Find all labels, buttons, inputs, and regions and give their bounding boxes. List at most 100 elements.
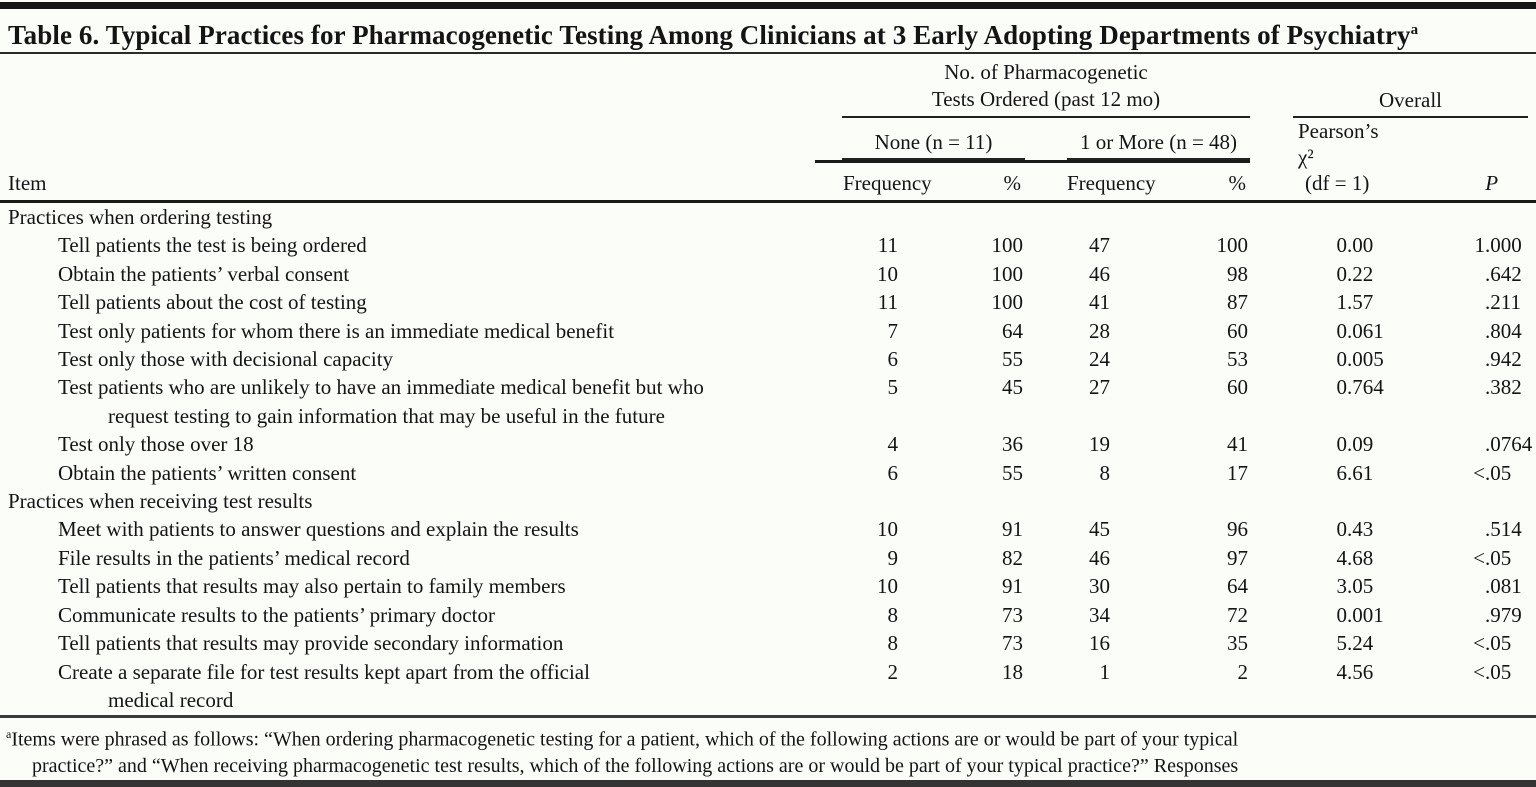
table-row: File results in the patients’ medical re… — [0, 544, 1536, 572]
frequency-more-column-header: Frequency — [1025, 161, 1160, 203]
chi-square-cell: 3.05 — [1336, 574, 1374, 599]
chi-square-cell: 0.005 — [1336, 347, 1384, 372]
item-cell: Tell patients that results may also pert… — [0, 572, 815, 600]
p-value-cell: .0764 — [1485, 432, 1533, 457]
pct-more-cell: 72 — [1227, 602, 1248, 627]
freq-none-cell: 10 — [877, 574, 898, 599]
pct-none-cell: 64 — [1002, 318, 1023, 343]
item-text: Test only those over 18 — [58, 432, 254, 457]
table-row: Tell patients about the cost of testing … — [0, 288, 1536, 316]
item-cell: Practices when receiving test results — [0, 487, 815, 515]
one-or-more-subgroup-header: 1 or More (n = 48) — [1025, 118, 1250, 164]
freq-more-cell: 27 — [1089, 375, 1110, 400]
freq-none-cell: 9 — [887, 545, 899, 570]
pct-more-cell: 96 — [1227, 517, 1248, 542]
chi-square-cell: 5.24 — [1336, 631, 1374, 656]
header-group-row: Item No. of Pharmacogenetic Tests Ordere… — [0, 54, 1536, 203]
pct-more-cell: 97 — [1227, 545, 1248, 570]
freq-none-cell: 8 — [887, 602, 899, 627]
bottom-rule — [0, 780, 1536, 787]
freq-more-cell: 1 — [1099, 659, 1111, 684]
table-row: Tell patients that results may also pert… — [0, 572, 1536, 600]
item-text: Test only those with decisional capacity — [58, 347, 394, 372]
pct-more-cell: 60 — [1227, 375, 1248, 400]
pct-more-cell — [1160, 487, 1250, 515]
p-value-cell: <.05 — [1473, 460, 1512, 485]
item-text: File results in the patients’ medical re… — [58, 545, 410, 570]
pct-more-cell: 17 — [1227, 460, 1248, 485]
none-subgroup-header: None (n = 11) — [815, 118, 1025, 164]
item-cell: Tell patients the test is being ordered — [0, 231, 815, 259]
p-value-cell: <.05 — [1473, 659, 1512, 684]
freq-none-cell — [815, 487, 950, 515]
pharmacogenetic-practices-table: Item No. of Pharmacogenetic Tests Ordere… — [0, 54, 1536, 714]
p-value-cell: <.05 — [1473, 631, 1512, 656]
item-text: Obtain the patients’ written consent — [58, 460, 357, 485]
freq-more-cell: 47 — [1089, 233, 1110, 258]
item-text: Tell patients the test is being ordered — [58, 233, 367, 258]
percent-more-column-header: % — [1160, 161, 1250, 203]
pct-none-cell: 73 — [1002, 602, 1023, 627]
item-text: Test patients who are unlikely to have a… — [58, 375, 704, 400]
pct-none-cell — [950, 487, 1025, 515]
pct-more-cell: 87 — [1227, 290, 1248, 315]
table-row: Test only those with decisional capacity… — [0, 345, 1536, 373]
pct-none-cell — [950, 202, 1025, 232]
chi-square-cell: 0.764 — [1336, 375, 1384, 400]
item-cell: Obtain the patients’ written consent — [0, 459, 815, 487]
table-row: Obtain the patients’ written consent 6 5… — [0, 459, 1536, 487]
freq-none-cell: 11 — [877, 290, 898, 315]
chi-square-cell: 0.43 — [1336, 517, 1374, 542]
table-row: Practices when receiving test results — [0, 487, 1536, 515]
table-title-text: Table 6. Typical Practices for Pharmacog… — [8, 20, 1411, 50]
p-value-cell: .942 — [1485, 347, 1522, 372]
chi-square-cell — [1250, 487, 1395, 515]
chi-square-cell: 1.57 — [1336, 290, 1374, 315]
freq-more-cell: 16 — [1089, 631, 1110, 656]
p-value-cell: .804 — [1485, 318, 1522, 343]
table-row: Communicate results to the patients’ pri… — [0, 601, 1536, 629]
pct-more-cell: 35 — [1227, 631, 1248, 656]
p-value-column-header: P — [1395, 118, 1536, 203]
item-text: Communicate results to the patients’ pri… — [58, 602, 496, 627]
pct-none-cell: 91 — [1002, 574, 1023, 599]
p-value-cell: 1.000 — [1474, 233, 1522, 258]
freq-none-cell: 10 — [877, 517, 898, 542]
item-text: Create a separate file for test results … — [58, 659, 590, 684]
frequency-none-column-header: Frequency — [815, 161, 950, 203]
pct-none-cell: 100 — [991, 290, 1024, 315]
pct-none-cell: 100 — [991, 233, 1024, 258]
p-value-cell: .642 — [1485, 261, 1522, 286]
table-row: Practices when ordering testing — [0, 202, 1536, 232]
table-row: Test only patients for whom there is an … — [0, 317, 1536, 345]
tests-ordered-line1: No. of Pharmacogenetic — [944, 60, 1148, 84]
pct-more-cell: 64 — [1227, 574, 1248, 599]
p-value-cell — [1395, 487, 1536, 515]
table-title: Table 6. Typical Practices for Pharmacog… — [8, 13, 1528, 52]
freq-more-cell: 19 — [1089, 432, 1110, 457]
item-text: Meet with patients to answer questions a… — [58, 517, 579, 542]
chi-square-cell: 6.61 — [1336, 460, 1374, 485]
pct-none-cell: 91 — [1002, 517, 1023, 542]
p-value-cell: <.05 — [1473, 545, 1512, 570]
p-value-cell: .382 — [1485, 375, 1522, 400]
item-text: Obtain the patients’ verbal consent — [58, 261, 350, 286]
freq-none-cell: 6 — [887, 460, 899, 485]
freq-more-cell — [1025, 202, 1160, 232]
footnote-rule — [0, 715, 1536, 718]
freq-more-cell: 46 — [1089, 261, 1110, 286]
title-rule — [0, 52, 1536, 54]
tests-ordered-group-header: No. of Pharmacogenetic Tests Ordered (pa… — [815, 54, 1250, 118]
pct-more-cell: 98 — [1227, 261, 1248, 286]
table-row: Tell patients that results may provide s… — [0, 629, 1536, 657]
table-row: Tell patients the test is being ordered … — [0, 231, 1536, 259]
freq-none-cell: 6 — [887, 347, 899, 372]
item-cell: Create a separate file for test results … — [0, 658, 815, 715]
freq-none-cell: 5 — [887, 375, 899, 400]
item-cell: Obtain the patients’ verbal consent — [0, 260, 815, 288]
table-header: Item No. of Pharmacogenetic Tests Ordere… — [0, 54, 1536, 203]
pct-none-cell: 73 — [1002, 631, 1023, 656]
chi-square-cell: 0.00 — [1336, 233, 1374, 258]
chi-square-cell: 0.09 — [1336, 432, 1374, 457]
item-cell: Tell patients that results may provide s… — [0, 629, 815, 657]
